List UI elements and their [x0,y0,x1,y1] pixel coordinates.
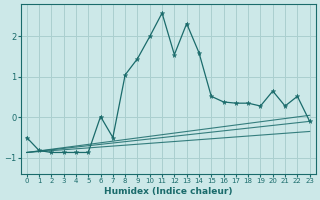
X-axis label: Humidex (Indice chaleur): Humidex (Indice chaleur) [104,187,232,196]
